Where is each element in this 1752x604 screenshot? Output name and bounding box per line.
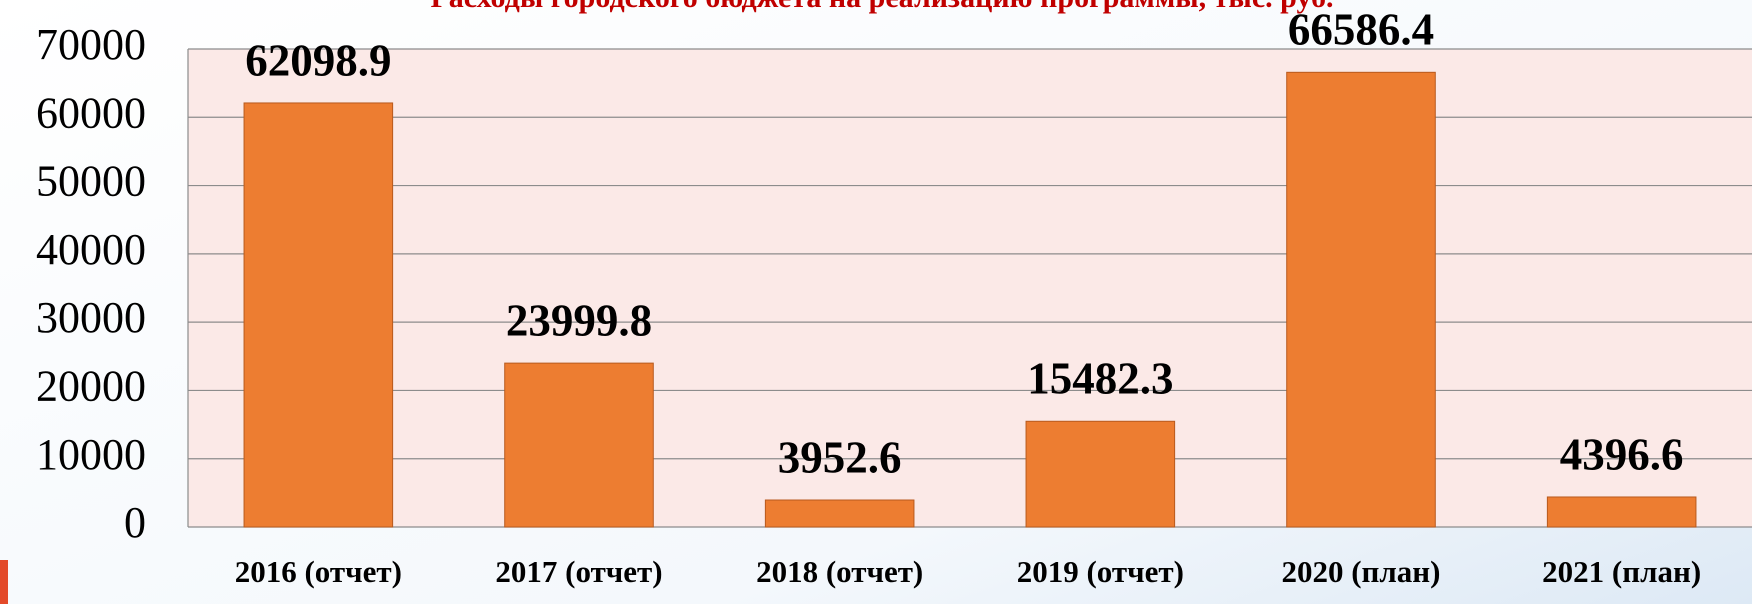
edge-decoration — [0, 560, 8, 604]
y-tick-label: 40000 — [36, 225, 146, 274]
value-label: 66586.4 — [1288, 5, 1434, 55]
bar — [764, 499, 915, 528]
y-tick-label: 20000 — [36, 362, 146, 411]
x-tick-label: 2018 (отчет) — [756, 554, 923, 589]
y-tick-label: 60000 — [36, 88, 146, 137]
x-tick-label: 2020 (план) — [1281, 554, 1440, 589]
plot-area — [188, 49, 1752, 527]
y-tick-label: 70000 — [36, 20, 146, 69]
value-label: 4396.6 — [1560, 429, 1684, 479]
value-label: 23999.8 — [506, 295, 652, 345]
x-tick-label: 2016 (отчет) — [235, 554, 402, 589]
y-tick-label: 0 — [124, 498, 146, 547]
y-tick-label: 50000 — [36, 157, 146, 206]
x-tick-label: 2017 (отчет) — [495, 554, 662, 589]
value-label: 15482.3 — [1027, 354, 1173, 404]
value-label: 62098.9 — [245, 35, 391, 85]
bar — [243, 102, 394, 528]
x-tick-label: 2019 (отчет) — [1017, 554, 1184, 589]
bar — [1286, 71, 1436, 528]
y-tick-label: 30000 — [36, 293, 146, 342]
x-tick-label: 2021 (план) — [1542, 554, 1701, 589]
bar — [1546, 496, 1697, 528]
bar — [504, 362, 654, 528]
chart-title: Расходы городского бюджета на реализацию… — [430, 0, 1333, 14]
value-label: 3952.6 — [778, 432, 902, 482]
bar — [1025, 420, 1176, 528]
y-tick-label: 10000 — [36, 430, 146, 479]
